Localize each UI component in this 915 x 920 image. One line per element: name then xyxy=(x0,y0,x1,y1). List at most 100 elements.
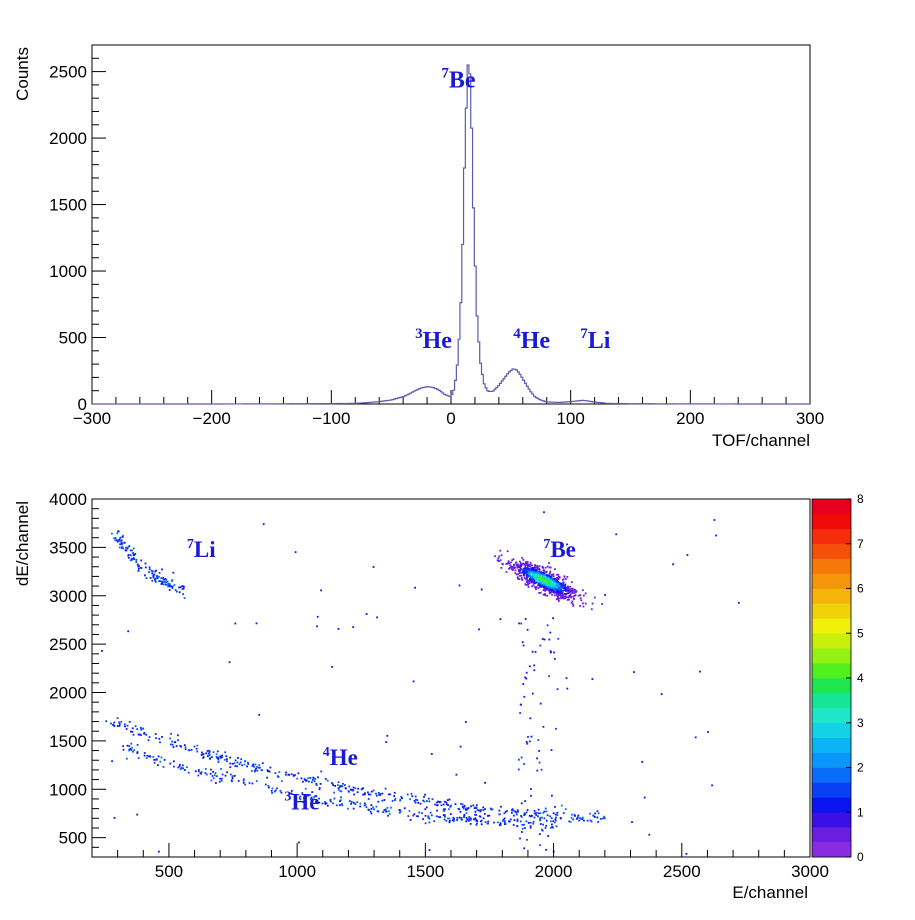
heatmap-point-4He xyxy=(331,783,334,785)
heatmap-point-4He xyxy=(597,812,600,815)
heatmap-point-3He xyxy=(433,820,436,823)
heatmap-point-4He xyxy=(224,751,227,754)
heatmap-point-3He xyxy=(499,823,502,825)
heatmap-point-7Be xyxy=(537,584,539,587)
heatmap-point-7Be xyxy=(519,568,522,571)
heatmap-point-4He xyxy=(221,756,223,758)
heatmap-point-background xyxy=(633,671,635,673)
heatmap-point-diffuse-vertical xyxy=(552,812,555,815)
heatmap-point-7Be xyxy=(526,560,529,563)
heatmap-point-4He xyxy=(556,814,559,817)
heatmap-point-4He xyxy=(543,810,546,813)
heatmap-point-7Be xyxy=(537,568,539,571)
heatmap-point-4He xyxy=(266,769,269,771)
heatmap-point-4He xyxy=(375,792,377,795)
heatmap-point-3He xyxy=(302,801,304,803)
heatmap-point-4He xyxy=(579,817,581,819)
heatmap-point-7Be xyxy=(535,566,538,569)
heatmap-point-4He xyxy=(312,778,315,780)
heatmap-point-3He xyxy=(523,823,525,826)
heatmap-point-7Be xyxy=(526,577,528,580)
heatmap-point-3He xyxy=(498,824,501,826)
heatmap-point-diffuse-vertical xyxy=(531,692,534,695)
heatmap-point-7Be xyxy=(552,580,555,583)
heatmap-point-7Be xyxy=(544,594,547,597)
heatmap-point-7Be xyxy=(533,582,535,585)
heatmap-point-4He xyxy=(240,758,243,761)
heatmap-point-7Be xyxy=(573,595,576,597)
heatmap-point-3He xyxy=(287,794,290,797)
heatmap-point-7Be xyxy=(531,577,534,580)
heatmap-point-diffuse-vertical xyxy=(523,847,526,850)
heatmap-point-4He xyxy=(459,810,462,813)
heatmap-point-3He xyxy=(553,821,556,824)
tof-annotation-7li-mass-number: 7 xyxy=(580,326,588,342)
heatmap-point-4He xyxy=(570,816,573,819)
heatmap-point-4He xyxy=(342,782,344,785)
heatmap-point-7Be xyxy=(549,581,552,584)
heatmap-point-4He xyxy=(597,821,599,823)
heatmap-point-7Be xyxy=(545,586,547,588)
heatmap-point-background xyxy=(430,753,433,755)
colorbar-tick-label: 5 xyxy=(857,626,864,640)
heatmap-point-7Be xyxy=(546,565,549,568)
heatmap-point-7Be xyxy=(553,585,556,588)
heatmap-point-7Be xyxy=(525,561,527,563)
heatmap-point-4He xyxy=(241,764,243,767)
heatmap-point-4He xyxy=(482,809,485,811)
colorbar-tick-label: 8 xyxy=(857,492,864,506)
heatmap-point-3He xyxy=(448,821,451,824)
heatmap-point-diffuse-vertical xyxy=(530,794,532,797)
heatmap-point-4He xyxy=(226,758,228,760)
heatmap-point-4He xyxy=(576,817,579,819)
heatmap-point-4He xyxy=(589,812,591,815)
colorbar-tick-label: 7 xyxy=(857,537,864,551)
heatmap-point-7Be xyxy=(579,605,581,607)
heatmap-point-4He xyxy=(229,762,232,765)
heatmap-point-7Be xyxy=(511,559,513,562)
heatmap-point-7Be xyxy=(579,597,582,600)
heatmap-point-3He xyxy=(443,815,446,818)
heatmap-point-3He xyxy=(143,752,146,754)
heatmap-point-3He xyxy=(480,823,483,826)
heatmap-point-4He xyxy=(376,794,378,797)
heatmap-point-background xyxy=(113,817,116,819)
heatmap-point-3He xyxy=(213,774,216,777)
heatmap-point-7Be xyxy=(514,572,517,575)
heatmap-point-7Li xyxy=(132,553,135,556)
heatmap-point-7Be xyxy=(551,581,553,583)
heatmap-point-7Be xyxy=(549,583,552,585)
heatmap-point-4He xyxy=(140,728,143,731)
heatmap-point-7Li xyxy=(181,585,184,588)
heatmap-point-3He xyxy=(315,795,318,797)
heatmap-point-4He xyxy=(296,777,299,780)
heatmap-point-3He xyxy=(130,749,133,751)
heatmap-point-7Li xyxy=(151,572,154,575)
heatmap-point-4He xyxy=(443,800,446,803)
heatmap-point-7Be xyxy=(542,567,544,569)
heatmap-point-diffuse-vertical xyxy=(521,641,524,644)
heatmap-point-background xyxy=(543,511,545,514)
heatmap-point-3He xyxy=(463,814,466,816)
heatmap-point-4He xyxy=(278,771,281,773)
heatmap-point-background xyxy=(478,628,480,631)
heatmap-point-3He xyxy=(271,787,274,790)
heatmap-point-3He xyxy=(271,792,273,794)
heatmap-point-diffuse-vertical xyxy=(547,835,550,837)
heatmap-point-7Li xyxy=(127,546,130,548)
heatmap-point-7Li xyxy=(151,579,154,582)
heatmap-point-7Be xyxy=(527,581,529,584)
colorbar-segment xyxy=(812,767,851,783)
heatmap-point-4He xyxy=(148,736,151,738)
heatmap-point-3He xyxy=(221,777,223,780)
heatmap-point-7Be xyxy=(563,575,566,578)
heatmap-point-7Be xyxy=(540,571,542,574)
heatmap-point-7Be xyxy=(561,585,564,587)
heatmap-point-background xyxy=(320,589,322,592)
heatmap-point-7Li xyxy=(167,585,170,587)
heatmap-point-background xyxy=(387,814,389,817)
heatmap-point-7Li xyxy=(122,547,124,550)
heatmap-point-7Be xyxy=(546,574,549,577)
heatmap-point-4He xyxy=(555,816,557,819)
